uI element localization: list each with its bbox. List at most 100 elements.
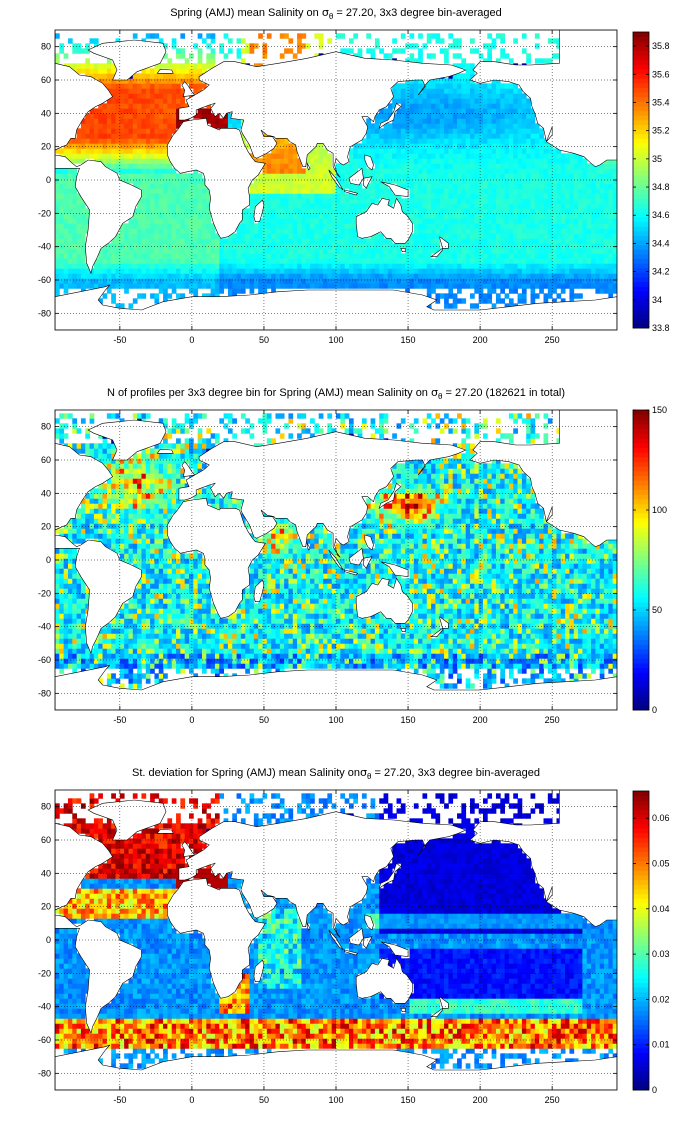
heatmap-cell — [163, 243, 168, 249]
heatmap-cell — [504, 93, 510, 99]
heatmap-cell — [422, 108, 428, 114]
heatmap-cell — [431, 268, 436, 274]
heatmap-cell — [111, 113, 116, 119]
heatmap-cell — [366, 138, 371, 144]
heatmap-cell — [240, 213, 246, 219]
heatmap-cell — [279, 33, 285, 39]
heatmap-cell — [63, 273, 69, 279]
heatmap-cell — [189, 73, 194, 79]
heatmap-cell — [508, 133, 514, 139]
heatmap-cell — [55, 643, 60, 649]
heatmap-cell — [547, 203, 553, 209]
heatmap-cell — [452, 108, 458, 114]
heatmap-cell — [102, 638, 108, 644]
heatmap-cell — [534, 223, 540, 229]
heatmap-cell — [392, 143, 397, 149]
heatmap-cell — [262, 43, 268, 49]
heatmap-cell — [361, 153, 367, 159]
heatmap-cell — [137, 268, 142, 274]
heatmap-cell — [452, 73, 458, 79]
heatmap-cell — [500, 188, 505, 194]
heatmap-cell — [569, 278, 575, 284]
heatmap-cell — [80, 68, 86, 74]
heatmap-cell — [150, 138, 155, 144]
heatmap-cell — [370, 253, 376, 259]
heatmap-cell — [67, 518, 73, 524]
heatmap-cell — [137, 88, 142, 94]
heatmap-cell — [310, 153, 315, 159]
heatmap-cell — [478, 178, 484, 184]
heatmap-cell — [487, 168, 493, 174]
heatmap-cell — [374, 43, 380, 49]
heatmap-cell — [76, 533, 82, 539]
heatmap-cell — [374, 283, 380, 289]
heatmap-cell — [426, 98, 432, 104]
heatmap-cell — [189, 173, 194, 179]
heatmap-cell — [72, 418, 78, 424]
heatmap-cell — [374, 243, 380, 249]
heatmap-cell — [504, 153, 510, 159]
heatmap-cell — [59, 568, 65, 574]
heatmap-cell — [444, 293, 449, 299]
heatmap-cell — [318, 148, 324, 154]
heatmap-cell — [137, 113, 142, 119]
heatmap-cell — [405, 113, 410, 119]
heatmap-cell — [201, 223, 207, 229]
heatmap-cell — [189, 258, 194, 264]
heatmap-cell — [223, 248, 229, 254]
heatmap-cell — [145, 103, 151, 109]
heatmap-cell — [439, 143, 445, 149]
heatmap-cell — [578, 178, 583, 184]
heatmap-cell — [392, 243, 397, 249]
heatmap-cell — [595, 213, 601, 219]
heatmap-cell — [266, 133, 272, 139]
heatmap-cell — [565, 253, 570, 259]
heatmap-cell — [448, 273, 454, 279]
heatmap-cell — [331, 193, 337, 199]
heatmap-cell — [102, 623, 108, 629]
heatmap-cell — [418, 108, 423, 114]
heatmap-cell — [76, 143, 82, 149]
heatmap-cell — [323, 248, 328, 254]
heatmap-cell — [465, 88, 471, 94]
coastline — [253, 199, 265, 222]
heatmap-cell — [439, 178, 445, 184]
heatmap-cell — [262, 178, 268, 184]
heatmap-cell — [426, 233, 432, 239]
heatmap-cell — [599, 208, 605, 214]
heatmap-cell — [426, 148, 432, 154]
panel-2: N of profiles per 3x3 degree bin for Spr… — [38, 386, 667, 725]
heatmap-cell — [59, 273, 65, 279]
heatmap-cell — [543, 273, 549, 279]
heatmap-cell — [569, 218, 575, 224]
heatmap-cell — [439, 258, 445, 264]
heatmap-cell — [560, 238, 566, 244]
heatmap-cell — [461, 128, 467, 134]
heatmap-cell — [461, 113, 467, 119]
heatmap-cell — [474, 178, 480, 184]
heatmap-cell — [297, 248, 302, 254]
heatmap-cell — [119, 233, 125, 239]
heatmap-cell — [340, 33, 346, 39]
heatmap-cell — [547, 158, 553, 164]
heatmap-cell — [569, 208, 575, 214]
heatmap-cell — [573, 293, 579, 299]
heatmap-cell — [426, 93, 432, 99]
heatmap-cell — [163, 153, 168, 159]
heatmap-cell — [422, 88, 428, 94]
heatmap-cell — [141, 278, 147, 284]
heatmap-cell — [500, 143, 505, 149]
heatmap-cell — [193, 288, 199, 294]
heatmap-cell — [530, 208, 536, 214]
heatmap-cell — [539, 158, 544, 164]
heatmap-cell — [392, 153, 397, 159]
heatmap-cell — [353, 148, 359, 154]
heatmap-cell — [141, 133, 147, 139]
heatmap-cell — [59, 553, 65, 559]
heatmap-cell — [206, 223, 212, 229]
heatmap-cell — [452, 103, 458, 109]
heatmap-cell — [128, 88, 134, 94]
heatmap-cell — [284, 248, 289, 254]
heatmap-cell — [582, 248, 588, 254]
heatmap-cell — [132, 258, 138, 264]
